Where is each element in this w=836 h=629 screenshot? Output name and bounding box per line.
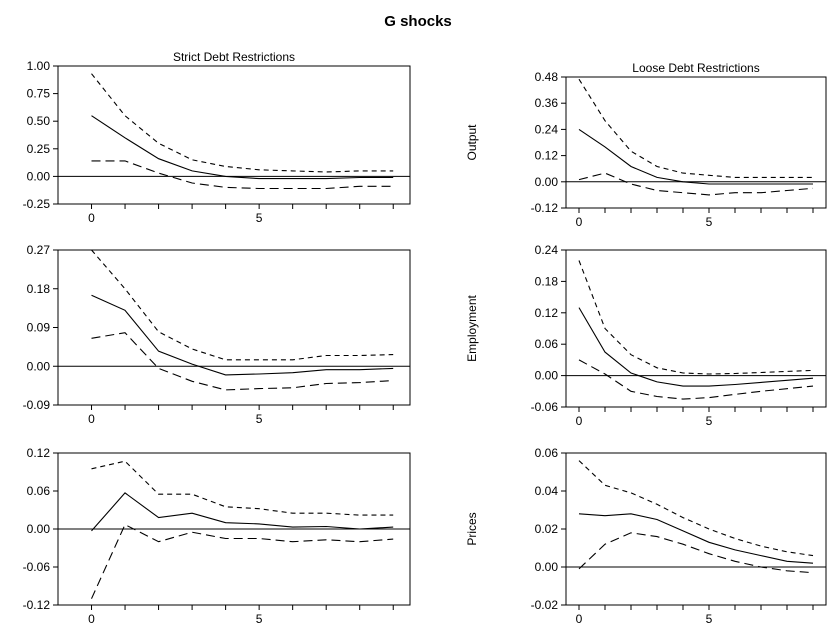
strict-output-panel: Strict Debt Restrictions -0.25 0.00 0.25 0.5… [23,50,411,225]
y-tick-label: 0.00 [27,359,51,373]
y-tick-label: 0.06 [535,446,559,460]
y-tick-label: 0.09 [27,321,51,335]
strict-prices-median-line [91,492,394,532]
y-tick-label: 0.27 [27,243,51,257]
y-tick-label: 0.48 [535,70,559,84]
strict-prices-lower-line [90,523,394,599]
strict-employment-panel: -0.09 0.00 0.09 0.18 0.27 0 5 [23,243,411,426]
loose-output-median-line [578,128,813,185]
strict-employment-upper-line [91,249,394,361]
x-tick-label: 0 [576,414,583,428]
x-tick-label: 5 [256,412,263,426]
y-tick-label: 0.36 [535,96,559,110]
y-tick-label: 0.00 [535,369,559,383]
loose-prices-lower-line [578,532,814,574]
plot-frame [57,249,411,406]
y-tick-label: 0.06 [535,337,559,351]
y-tick-label: -0.06 [23,560,51,574]
loose-employment-upper-line [578,260,814,375]
strict-output-lower-line [91,160,394,190]
loose-employment-median-line [578,307,814,387]
plot-frame [565,249,827,408]
y-tick-label: 0.00 [535,175,559,189]
panel-title: Strict Debt Restrictions [173,50,295,64]
y-tick-label: 0.12 [27,446,51,460]
y-tick-label: -0.02 [531,598,559,612]
y-tick-label: 0.18 [535,274,559,288]
y-axis-label: Employment [465,294,479,361]
x-tick-label: 5 [706,414,713,428]
strict-prices-upper-line [91,460,394,516]
y-tick-label: 1.00 [27,59,51,73]
strict-output-median-line [91,115,394,180]
loose-prices-panel: -0.02 0.00 0.02 0.04 0.06 0 5 Prices [465,446,827,626]
panel-title: Loose Debt Restrictions [632,61,759,75]
y-tick-label: 0.25 [27,142,51,156]
x-tick-label: 5 [256,211,263,225]
loose-employment-lower-line [578,359,814,400]
y-tick-label: -0.12 [23,598,51,612]
strict-employment-lower-line [91,332,394,391]
x-tick-label: 0 [88,211,95,225]
y-tick-label: -0.06 [531,400,559,414]
y-tick-label: 0.00 [27,169,51,183]
y-tick-label: 0.24 [535,243,559,257]
loose-output-panel: Loose Debt Restrictions -0.12 0.00 0.12 0.24… [465,61,827,229]
y-tick-label: 0.24 [535,122,559,136]
y-tick-label: -0.12 [531,201,559,215]
loose-employment-panel: -0.06 0.00 0.06 0.12 0.18 0.24 0 5 Employment [465,243,827,428]
y-tick-label: 0.06 [27,484,51,498]
plot-frame [565,76,827,209]
y-tick-label: 0.00 [535,560,559,574]
plot-frame [57,65,411,205]
y-tick-label: 0.50 [27,114,51,128]
y-axis-label: Prices [465,512,479,545]
x-tick-label: 0 [88,412,95,426]
x-tick-label: 5 [706,215,713,229]
x-tick-label: 0 [576,612,583,626]
figure-title: G shocks [384,13,452,30]
y-tick-label: 0.04 [535,484,559,498]
loose-prices-median-line [578,513,814,564]
strict-prices-panel: -0.12 -0.06 0.00 0.06 0.12 0 5 [23,446,411,626]
y-tick-label: 0.00 [27,522,51,536]
y-tick-label: -0.09 [23,398,51,412]
plot-frame [565,452,827,606]
y-tick-label: -0.25 [23,197,51,211]
y-tick-label: 0.12 [535,149,559,163]
strict-output-upper-line [91,73,394,173]
x-tick-label: 5 [706,612,713,626]
x-tick-label: 0 [88,612,95,626]
chart-panels: Strict Debt Restrictions -0.25 0.00 0.25 0.5… [23,50,827,626]
y-axis-label: Output [465,124,479,161]
x-tick-label: 5 [256,612,263,626]
loose-prices-upper-line [578,460,814,557]
loose-output-lower-line [578,172,814,196]
y-tick-label: 0.75 [27,87,51,101]
y-tick-label: 0.18 [27,282,51,296]
x-tick-label: 0 [576,215,583,229]
y-tick-label: 0.12 [535,306,559,320]
y-tick-label: 0.02 [535,522,559,536]
strict-employment-median-line [91,294,394,376]
loose-output-upper-line [578,78,813,178]
